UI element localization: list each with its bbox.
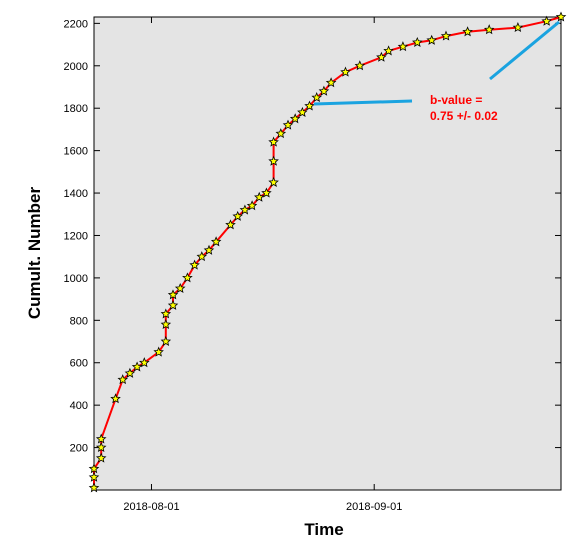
data-point xyxy=(196,251,207,262)
plot-area xyxy=(93,16,562,491)
data-point xyxy=(182,272,193,283)
data-point xyxy=(167,289,179,300)
data-point xyxy=(268,136,279,147)
data-point xyxy=(88,463,100,474)
data-point xyxy=(261,187,272,198)
data-point xyxy=(160,335,172,347)
data-point xyxy=(268,176,279,187)
data-point xyxy=(311,92,323,103)
data-point xyxy=(160,319,172,330)
x-axis-title: Time xyxy=(304,520,343,539)
x-axis-ticks: 2018-08-01 2018-09-01 xyxy=(123,17,402,513)
annotation-pointer-line xyxy=(313,99,413,106)
b-value-annotation-line2: 0.75 +/- 0.02 xyxy=(430,109,498,123)
data-point xyxy=(376,51,387,62)
data-point xyxy=(239,204,251,215)
data-point xyxy=(275,128,287,139)
x-tick-label: 2018-09-01 xyxy=(346,501,402,513)
y-axis-ticks: 200 400 600 800 1000 1200 1400 1600 1800 2000 2200 xyxy=(64,18,561,455)
data-point xyxy=(153,346,164,357)
x-tick-label: 2018-08-01 xyxy=(123,501,179,513)
data-point xyxy=(268,155,279,166)
y-tick-label: 1000 xyxy=(64,273,88,285)
data-point xyxy=(426,34,437,45)
data-point xyxy=(88,471,100,482)
y-tick-label: 2200 xyxy=(64,18,88,30)
y-tick-label: 1400 xyxy=(64,188,88,200)
y-tick-label: 2000 xyxy=(64,61,88,73)
data-point xyxy=(483,24,495,35)
data-point xyxy=(95,433,107,444)
data-point xyxy=(246,200,258,211)
data-point xyxy=(318,85,330,96)
data-point xyxy=(325,77,337,88)
data-point xyxy=(174,282,186,293)
data-point xyxy=(225,219,236,230)
data-point xyxy=(282,119,294,130)
data-point xyxy=(139,357,150,368)
data-point xyxy=(304,100,315,111)
data-point xyxy=(297,106,308,117)
data-point xyxy=(95,452,107,463)
data-point xyxy=(383,45,394,56)
data-point xyxy=(210,236,222,247)
data-point xyxy=(555,11,567,22)
data-point xyxy=(512,22,524,33)
b-value-annotation-line1: b-value = xyxy=(430,93,482,107)
data-point xyxy=(160,308,172,319)
y-tick-label: 1600 xyxy=(64,146,88,158)
data-point xyxy=(541,15,552,26)
data-point xyxy=(203,244,215,255)
data-point xyxy=(110,393,121,404)
data-point xyxy=(88,482,100,493)
y-tick-label: 600 xyxy=(70,358,88,370)
y-tick-label: 1200 xyxy=(64,230,88,242)
y-axis-title: Cumult. Number xyxy=(25,187,44,320)
y-tick-label: 200 xyxy=(70,443,88,455)
data-point xyxy=(440,30,452,41)
annotation-layer: b-value = 0.75 +/- 0.02 xyxy=(313,20,560,123)
data-point xyxy=(124,367,136,378)
annotation-pointer-line-upper xyxy=(489,20,560,81)
data-point xyxy=(167,299,179,310)
data-point xyxy=(462,26,473,37)
data-point xyxy=(189,259,200,270)
data-point xyxy=(397,41,409,52)
data-point xyxy=(95,442,107,453)
y-tick-label: 800 xyxy=(70,315,88,327)
data-point xyxy=(254,191,265,202)
data-point xyxy=(340,66,351,77)
data-point xyxy=(232,210,243,221)
data-point xyxy=(354,60,366,71)
y-tick-label: 400 xyxy=(70,400,88,412)
data-point xyxy=(289,113,301,124)
series-layer xyxy=(88,11,567,493)
y-tick-label: 1800 xyxy=(64,103,88,115)
data-point xyxy=(412,36,423,47)
data-point xyxy=(117,374,128,385)
data-point xyxy=(131,361,143,372)
